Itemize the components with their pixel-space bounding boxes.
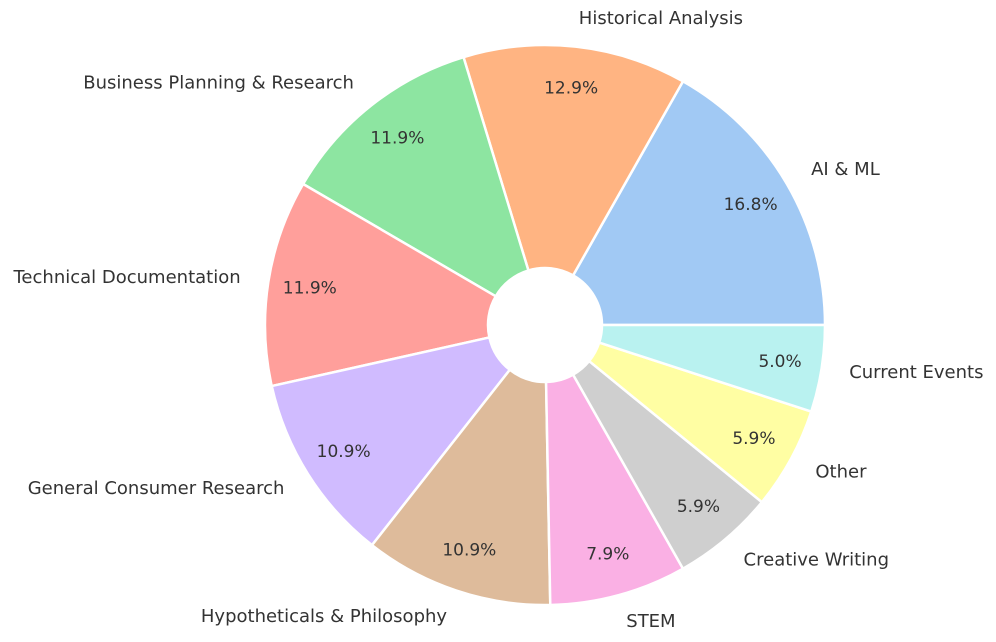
value-label: 5.0% [758,352,801,372]
category-label: Business Planning & Research [83,72,354,93]
value-label: 7.9% [586,545,629,565]
wedge [301,55,530,299]
category-label: Creative Writing [744,549,889,570]
wedge [263,182,498,388]
category-label: STEM [626,611,675,632]
value-label: 5.9% [677,497,720,517]
category-label: Historical Analysis [579,8,743,29]
wedge [461,43,685,278]
category-label: Hypotheticals & Philosophy [201,606,448,627]
category-label: Other [815,462,867,483]
wedge [571,79,827,327]
category-label: General Consumer Research [28,478,285,499]
value-label: 16.8% [724,195,778,215]
wedge [370,368,552,607]
category-label: AI & ML [811,159,880,180]
category-label: Technical Documentation [13,267,241,288]
category-label: Current Events [849,362,983,383]
value-label: 10.9% [317,442,371,462]
value-label: 10.9% [442,541,496,561]
value-label: 11.9% [283,279,337,299]
wedge [270,335,512,547]
wedge [597,323,827,414]
wedge [544,372,685,607]
value-label: 11.9% [370,128,424,148]
value-label: 12.9% [544,78,598,98]
value-label: 5.9% [732,429,775,449]
